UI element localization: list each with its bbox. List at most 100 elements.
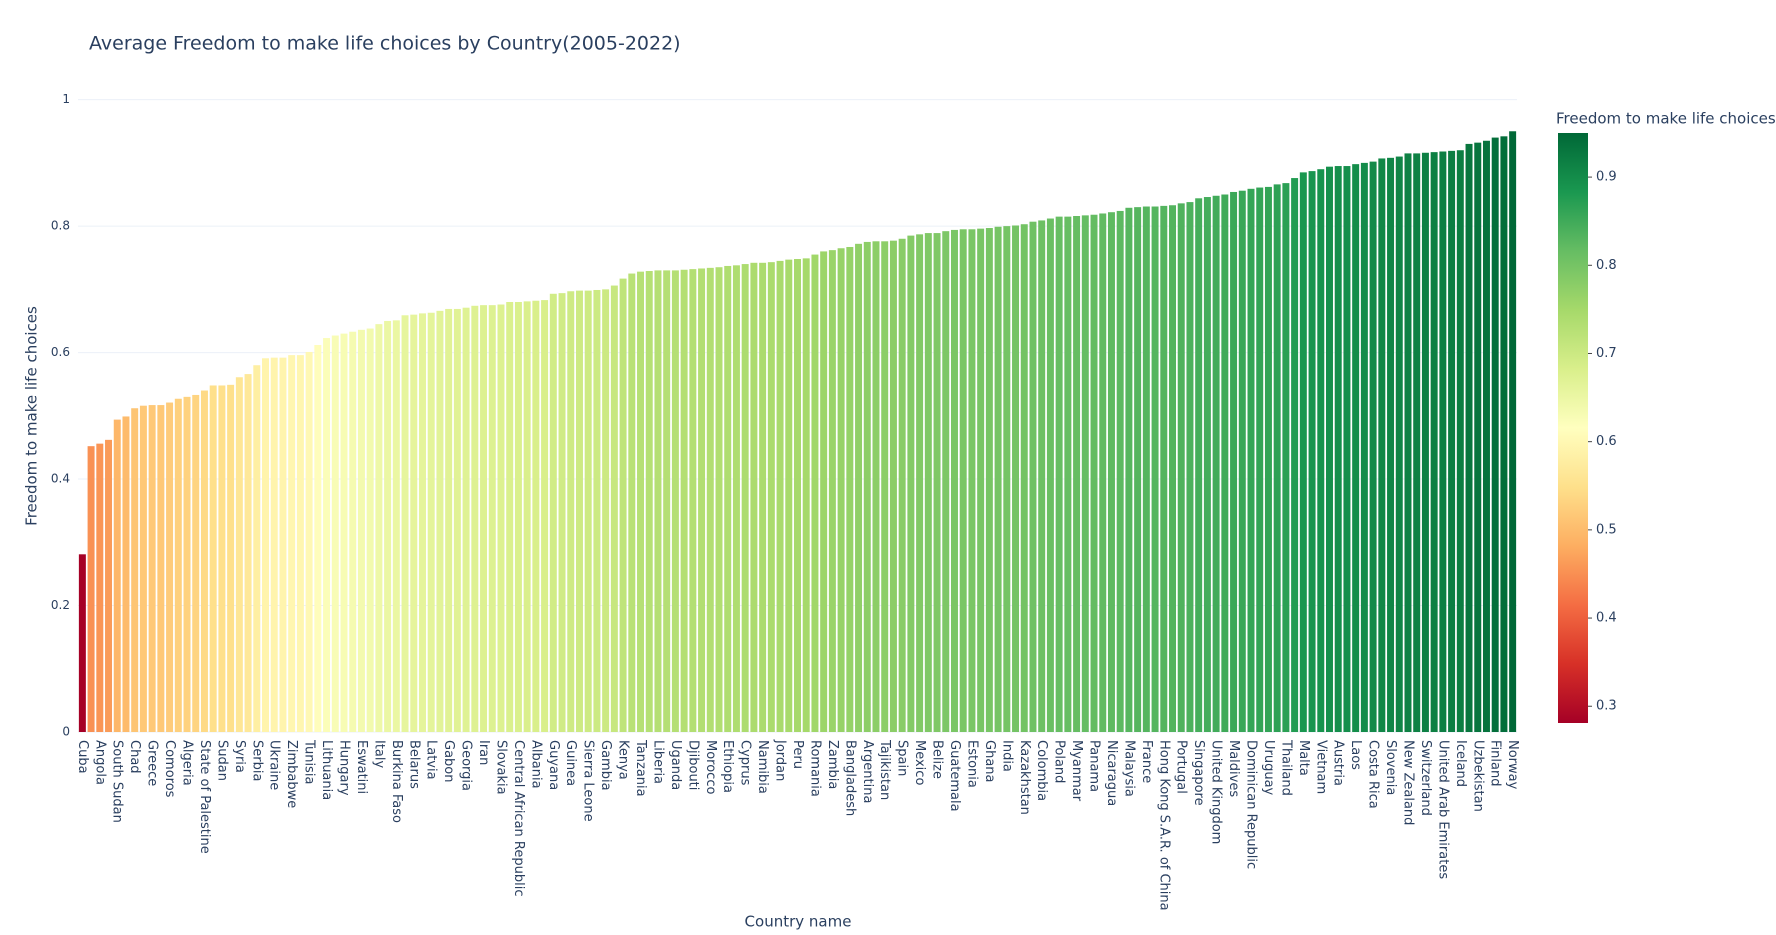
bar — [532, 300, 540, 732]
bar — [1029, 221, 1037, 733]
x-tick-label: Guyana — [546, 740, 561, 790]
colorbar-tick-label: 0.9 — [1596, 170, 1617, 185]
bar — [1125, 207, 1133, 732]
bar — [1491, 137, 1499, 732]
x-tick-label: Central African Republic — [511, 740, 526, 896]
x-axis-title: Country name — [745, 913, 852, 931]
bar — [663, 270, 671, 732]
bar — [183, 396, 191, 732]
bar — [715, 267, 723, 732]
x-tick-label: Panama — [1087, 740, 1102, 792]
bar — [837, 248, 845, 732]
bar — [1186, 202, 1194, 732]
colorbar-tick-label: 0.7 — [1596, 346, 1617, 361]
bar — [750, 262, 758, 732]
bar — [1334, 166, 1342, 732]
bar — [1064, 216, 1072, 733]
bar — [1134, 207, 1142, 732]
bar — [96, 443, 104, 732]
bar — [392, 320, 400, 732]
x-tick-label: Portugal — [1174, 740, 1189, 794]
bar — [1369, 161, 1377, 732]
bar — [855, 243, 863, 732]
x-tick-label: Georgia — [459, 740, 474, 791]
bar — [514, 302, 522, 732]
bar — [593, 289, 601, 732]
x-tick-label: Uruguay — [1261, 740, 1276, 796]
bar — [78, 554, 86, 732]
bar — [1090, 214, 1098, 732]
colorbar-tick-label: 0.6 — [1596, 434, 1617, 449]
x-tick-label: Dominican Republic — [1244, 740, 1259, 869]
x-tick-label: Iceland — [1453, 740, 1468, 787]
bar — [436, 310, 444, 732]
bar — [296, 355, 304, 732]
bar — [209, 385, 217, 732]
bar — [375, 324, 383, 732]
y-tick-label: 0.2 — [51, 598, 70, 612]
bar — [1221, 194, 1229, 732]
x-tick-label: Guinea — [563, 740, 578, 786]
bar — [148, 405, 156, 732]
bar — [767, 262, 775, 732]
bar — [1160, 205, 1168, 733]
x-tick-label: Gabon — [441, 740, 456, 783]
x-tick-label: Eswatini — [354, 740, 369, 794]
x-tick-label: Romania — [807, 740, 822, 797]
x-tick-label: Liberia — [650, 740, 665, 784]
x-tick-label: Serbia — [249, 740, 264, 781]
y-tick-label: 0 — [62, 725, 70, 739]
bar — [1012, 225, 1020, 732]
bar — [628, 273, 636, 732]
bar — [889, 240, 897, 733]
bar — [671, 270, 679, 732]
bar — [1151, 206, 1159, 732]
bar — [235, 377, 243, 732]
x-tick-label: Vietnam — [1313, 740, 1328, 794]
x-tick-label: Ethiopia — [720, 740, 735, 793]
bar — [497, 304, 505, 732]
bar — [1421, 152, 1429, 732]
bar — [357, 329, 365, 732]
x-tick-label: Angola — [92, 740, 107, 785]
bar — [1046, 218, 1054, 732]
bar — [698, 268, 706, 732]
x-tick-label: Italy — [371, 740, 386, 769]
bar — [619, 278, 627, 732]
bar — [1203, 197, 1211, 732]
bar — [366, 328, 374, 732]
bar — [994, 226, 1002, 732]
x-tick-label: Zambia — [825, 740, 840, 789]
x-tick-label: Kenya — [616, 740, 631, 780]
x-tick-label: United Arab Emirates — [1435, 740, 1450, 879]
bar — [959, 229, 967, 732]
x-tick-label: Syria — [232, 740, 247, 773]
bar — [1326, 166, 1333, 733]
bar — [541, 300, 549, 732]
x-tick-label: Zimbabwe — [284, 740, 299, 808]
bar — [1038, 220, 1046, 733]
x-tick-label: Tajikistan — [877, 739, 892, 800]
bar — [732, 265, 740, 732]
bar — [1212, 195, 1220, 732]
bar — [1404, 153, 1412, 732]
bar — [1273, 184, 1281, 733]
bar — [218, 385, 226, 732]
x-tick-label: Poland — [1052, 740, 1067, 783]
bar — [1003, 226, 1011, 732]
x-tick-label: Kazakhstan — [1017, 740, 1032, 815]
x-tick-label: Switzerland — [1418, 740, 1433, 816]
x-tick-label: Belarus — [406, 740, 421, 789]
bar — [1352, 164, 1360, 732]
bar — [1387, 157, 1395, 732]
bar — [846, 246, 854, 732]
bar — [575, 290, 583, 732]
x-tick-label: France — [1139, 740, 1154, 783]
bar — [122, 416, 130, 732]
x-tick-label: Comoros — [162, 740, 177, 798]
x-tick-label: Sierra Leone — [581, 740, 596, 822]
bar — [706, 267, 714, 732]
bar — [192, 394, 200, 732]
x-tick-label: Latvia — [424, 740, 439, 780]
